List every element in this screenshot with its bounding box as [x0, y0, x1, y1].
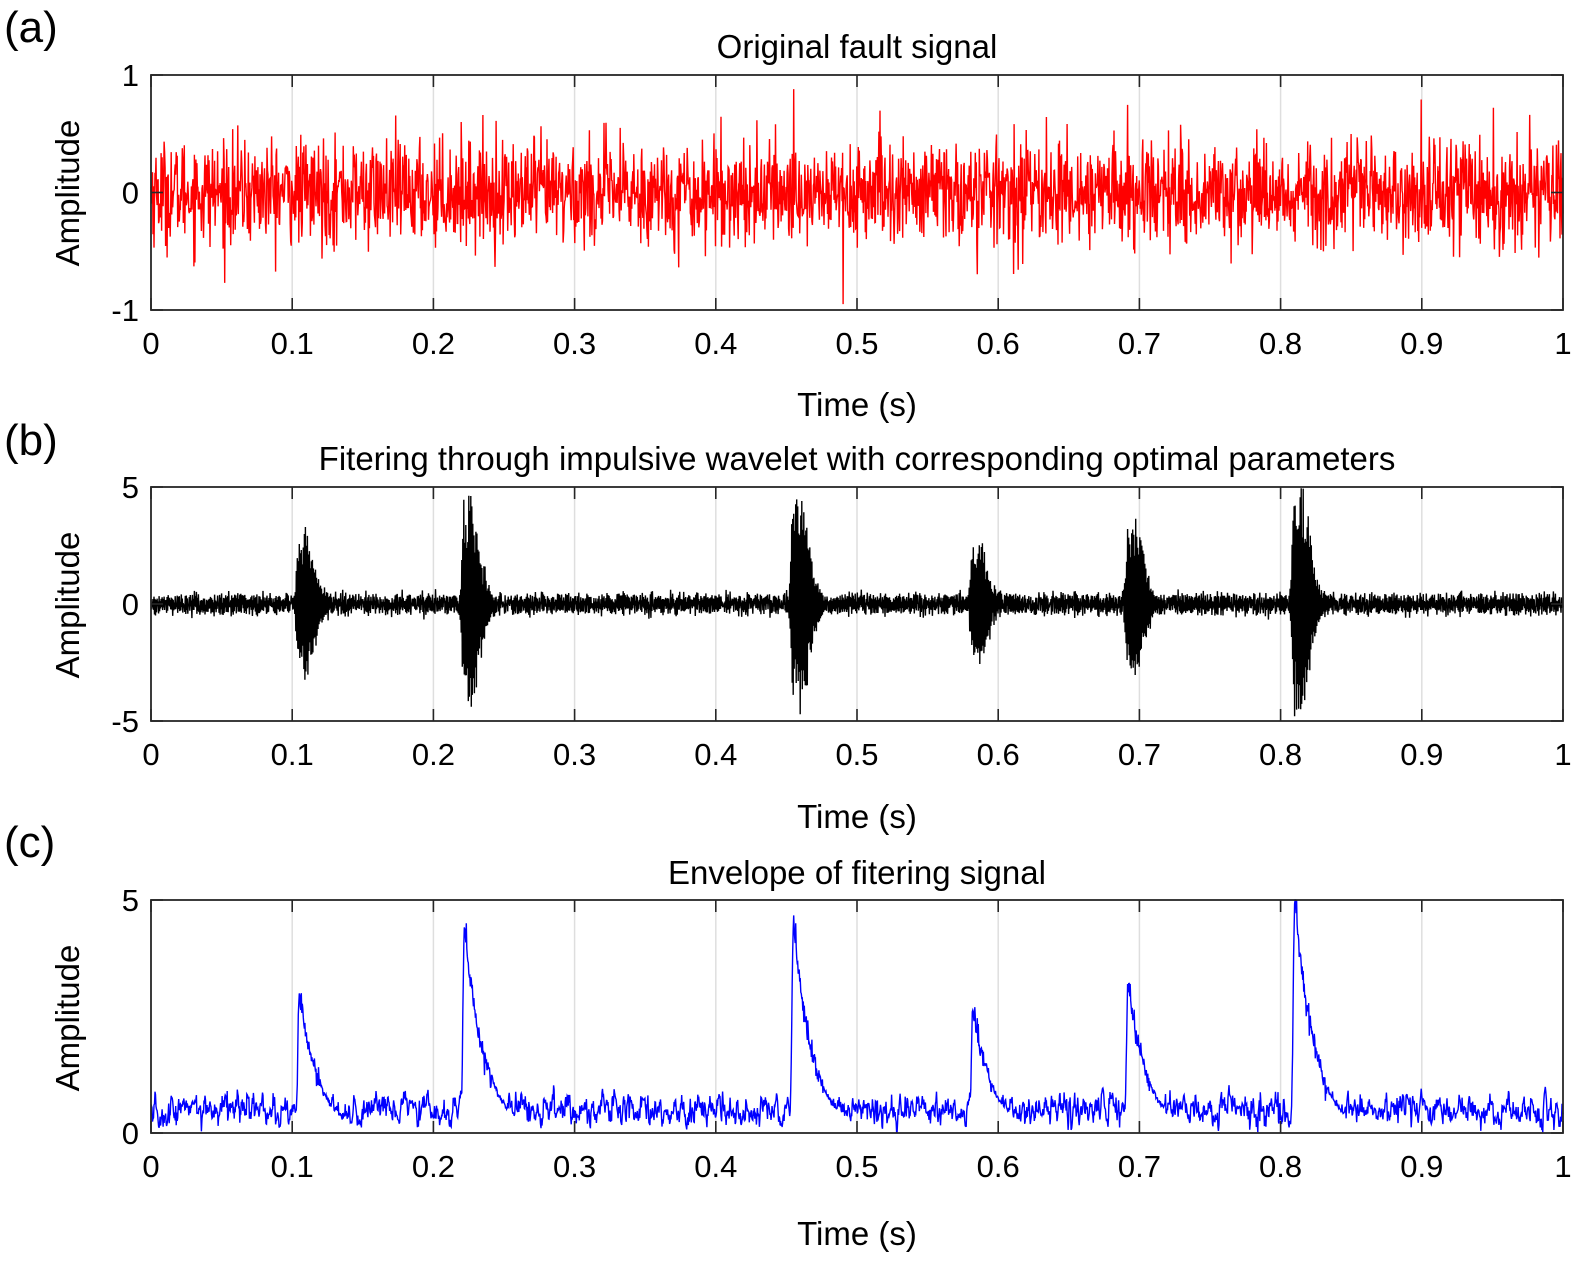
- x-tick-label-b: 0.4: [694, 737, 737, 772]
- panel-c: (c) Envelope of fitering signal 0 0.1 0.2 0…: [4, 818, 1572, 1252]
- x-tick-label-c: 0.7: [1118, 1149, 1161, 1184]
- x-tick-label-c: 0.2: [412, 1149, 455, 1184]
- x-tick-label-a: 0.6: [977, 326, 1020, 361]
- y-axis-label-c: Amplitude: [49, 945, 86, 1092]
- y-tick-label-a: 0: [122, 176, 139, 211]
- x-tick-label-a: 0: [142, 326, 159, 361]
- chart-title-a: Original fault signal: [717, 28, 998, 65]
- y-axis-label-a: Amplitude: [49, 120, 86, 267]
- x-tick-label-b: 0.6: [977, 737, 1020, 772]
- series-line-b: [150, 488, 1564, 717]
- plot-a: 0 0.1 0.2 0.3 0.4 0.5 0.6 0.7 0.8 0.9 1-101: [111, 58, 1571, 361]
- x-tick-label-c: 1: [1554, 1149, 1571, 1184]
- x-axis-label-b: Time (s): [797, 798, 917, 835]
- y-tick-label-b: 5: [122, 470, 139, 505]
- x-tick-label-b: 0.7: [1118, 737, 1161, 772]
- x-tick-label-c: 0.4: [694, 1149, 737, 1184]
- chart-title-b: Fitering through impulsive wavelet with …: [319, 440, 1396, 477]
- y-tick-label-b: -5: [111, 704, 139, 739]
- x-tick-label-c: 0.9: [1400, 1149, 1443, 1184]
- x-tick-label-c: 0.3: [553, 1149, 596, 1184]
- x-axis-label-c: Time (s): [797, 1215, 917, 1252]
- x-tick-label-c: 0.8: [1259, 1149, 1302, 1184]
- y-axis-label-b: Amplitude: [49, 532, 86, 679]
- x-tick-label-c: 0.1: [271, 1149, 314, 1184]
- panel-label-a: (a): [4, 3, 58, 52]
- panel-label-b: (b): [4, 416, 58, 465]
- series-line-c: [150, 899, 1564, 1133]
- x-tick-label-a: 1: [1554, 326, 1571, 361]
- x-tick-label-a: 0.4: [694, 326, 737, 361]
- x-tick-label-b: 0.3: [553, 737, 596, 772]
- y-tick-label-a: 1: [122, 58, 139, 93]
- x-tick-label-a: 0.3: [553, 326, 596, 361]
- x-tick-label-a: 0.7: [1118, 326, 1161, 361]
- x-tick-label-b: 0.9: [1400, 737, 1443, 772]
- x-tick-label-a: 0.1: [271, 326, 314, 361]
- x-tick-label-b: 0.8: [1259, 737, 1302, 772]
- panel-b: (b) Fitering through impulsive wavelet w…: [4, 416, 1572, 835]
- x-tick-label-a: 0.9: [1400, 326, 1443, 361]
- x-tick-label-b: 0: [142, 737, 159, 772]
- y-tick-label-a: -1: [111, 293, 139, 328]
- x-tick-label-c: 0: [142, 1149, 159, 1184]
- x-tick-label-c: 0.6: [977, 1149, 1020, 1184]
- plot-c: 0 0.1 0.2 0.3 0.4 0.5 0.6 0.7 0.8 0.9 1 0 5: [122, 883, 1572, 1184]
- panel-a: (a) Original fault signal 0 0.1 0.2 0.3 0.4 0…: [4, 3, 1572, 423]
- plot-b: 0 0.1 0.2 0.3 0.4 0.5 0.6 0.7 0.8 0.9 1-505: [111, 470, 1571, 772]
- x-tick-label-b: 0.2: [412, 737, 455, 772]
- y-tick-label-b: 0: [122, 587, 139, 622]
- x-axis-label-a: Time (s): [797, 386, 917, 423]
- y-tick-label-c: 0: [122, 1116, 139, 1151]
- x-tick-label-b: 0.5: [835, 737, 878, 772]
- panel-label-c: (c): [4, 818, 55, 867]
- series-line-a: [150, 89, 1564, 305]
- x-tick-label-b: 0.1: [271, 737, 314, 772]
- x-tick-label-b: 1: [1554, 737, 1571, 772]
- y-tick-label-c: 5: [122, 883, 139, 918]
- chart-title-c: Envelope of fitering signal: [668, 854, 1046, 891]
- x-tick-label-a: 0.2: [412, 326, 455, 361]
- x-tick-label-a: 0.8: [1259, 326, 1302, 361]
- x-tick-label-c: 0.5: [835, 1149, 878, 1184]
- x-tick-label-a: 0.5: [835, 326, 878, 361]
